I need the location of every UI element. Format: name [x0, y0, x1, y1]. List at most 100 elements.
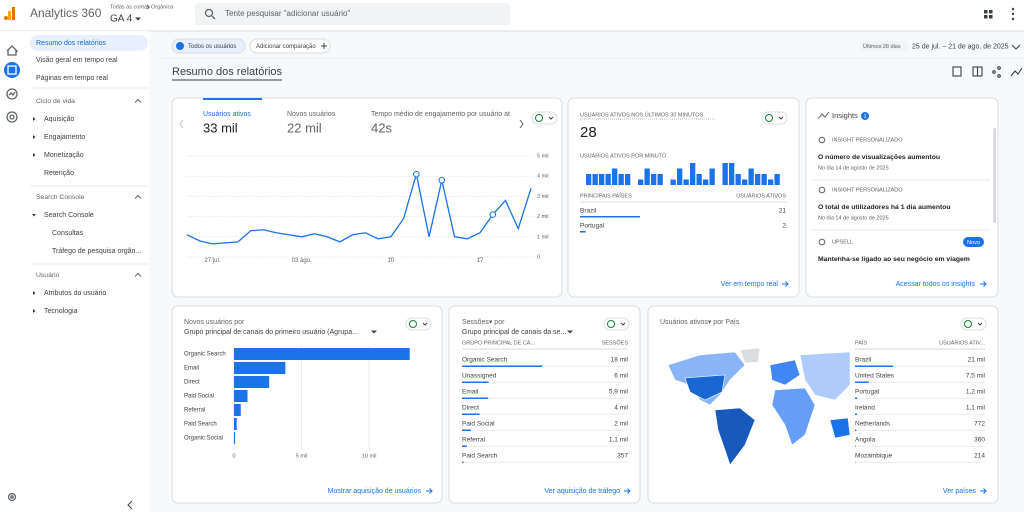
nav-subitem[interactable]: Consultas: [52, 230, 84, 237]
prev-arrow[interactable]: [179, 119, 184, 129]
card-title[interactable]: Sessões▾ por: [462, 319, 505, 326]
side-panel: [0, 31, 149, 512]
bar: [234, 418, 237, 430]
nav-item[interactable]: Engajamento: [44, 134, 85, 141]
caret: [977, 322, 983, 326]
row-bar: [855, 365, 893, 367]
card-link[interactable]: Ver aquisição de tráfego: [545, 488, 621, 495]
insight-date: No dia 14 de agosto de 2025: [818, 215, 889, 221]
collapse-icon[interactable]: [134, 272, 142, 277]
x-tick-label: 0: [232, 453, 235, 459]
card-link[interactable]: Acessar todos os insights: [896, 281, 976, 288]
world-map: [667, 347, 851, 466]
collapse-icon[interactable]: [134, 98, 142, 103]
expand-icon: [32, 214, 36, 217]
collapse-nav[interactable]: [127, 500, 133, 510]
bar: [742, 179, 748, 185]
compare-label[interactable]: Adicionar comparação: [256, 44, 316, 50]
nav-item[interactable]: Visão geral em tempo real: [36, 57, 118, 64]
caret: [548, 116, 554, 120]
nav-item[interactable]: Monetização: [44, 152, 84, 159]
bar: [234, 348, 410, 360]
row-label: Mozambique: [855, 453, 893, 460]
metric-label[interactable]: Novos usuários: [287, 111, 336, 118]
row-label: Referral: [462, 437, 486, 444]
nav-item[interactable]: Aquisição: [44, 116, 74, 123]
property-name[interactable]: GA 4: [110, 14, 133, 25]
highlight-point: [413, 170, 420, 178]
dimension-picker[interactable]: Grupo principal de canais do primeiro us…: [184, 329, 358, 336]
search-box[interactable]: [195, 3, 510, 25]
highlight-point: [489, 211, 497, 218]
caret[interactable]: [1011, 44, 1021, 50]
card-link[interactable]: Mostrar aquisição de usuários: [328, 488, 422, 495]
search-icon: [204, 8, 214, 18]
bar: [638, 179, 644, 185]
insight-text[interactable]: O total de utilizadores há 1 dia aumento…: [818, 204, 951, 211]
row-label: Organic Search: [462, 357, 508, 364]
nav-item[interactable]: Search Console: [44, 212, 94, 219]
realtime-value: 28: [580, 124, 597, 141]
row-value: 5,9 mil: [609, 389, 629, 396]
bar: [703, 179, 709, 185]
bar: [690, 163, 696, 185]
collapse-icon[interactable]: [134, 194, 142, 199]
row-bar: [462, 445, 467, 447]
bar: [774, 174, 780, 185]
arrow-icon: [980, 488, 987, 494]
row-value: 1,1 mil: [966, 405, 986, 412]
bar: [722, 163, 728, 185]
nav-item[interactable]: Atributos do usuário: [44, 290, 106, 297]
y-tick-label: 2 mil: [537, 214, 549, 220]
nav-item[interactable]: Tecnologia: [44, 308, 78, 315]
segment-chip-label[interactable]: Todos os usuários: [188, 44, 236, 50]
card-title[interactable]: Usuários ativos▾ por País: [660, 319, 740, 326]
row-value: 4 mil: [614, 405, 628, 412]
more-icon[interactable]: [1011, 7, 1015, 21]
row-label: United States: [855, 373, 895, 380]
bar-label: Organic Social: [184, 436, 223, 442]
row-bar: [462, 429, 471, 431]
nav-item[interactable]: Resumo dos relatórios: [36, 40, 107, 47]
row-value: 214: [974, 453, 985, 460]
row-bar: [462, 413, 480, 415]
bar: [234, 390, 248, 402]
insight-text[interactable]: O número de visualizações aumentou: [818, 154, 940, 161]
segment-chip[interactable]: [171, 38, 246, 54]
badge-text: Novo: [967, 240, 980, 246]
card-link[interactable]: Ver em tempo real: [721, 281, 779, 288]
nav-item[interactable]: Retenção: [44, 170, 74, 177]
bar: [625, 174, 631, 185]
next-arrow[interactable]: [519, 119, 524, 129]
item-icon: [818, 136, 826, 144]
metric-label[interactable]: Tempo médio de engajamento por usuário a…: [371, 111, 510, 118]
x-tick-label: 27 jul.: [204, 258, 221, 264]
y-tick-label: 5 mil: [537, 153, 549, 159]
card-title: USUÁRIOS ATIVOS NOS ÚLTIMOS 30 MINUTOS: [580, 111, 703, 118]
compare-chip[interactable]: [249, 38, 331, 54]
nav-subitem[interactable]: Tráfego de pesquisa orgân...: [52, 248, 141, 255]
row-bar: [855, 397, 858, 399]
card-link[interactable]: Ver países: [943, 488, 977, 495]
column-header: USUÁRIOS ATIV...: [939, 339, 985, 346]
scrollbar: [993, 128, 996, 223]
chevron: [146, 4, 150, 10]
bar-label: Paid Social: [184, 394, 214, 400]
nav-item[interactable]: Páginas em tempo real: [36, 75, 108, 82]
metric-label[interactable]: Usuários ativos: [203, 111, 251, 118]
rail-icons[interactable]: [4, 45, 20, 502]
nav-section-title: Search Console: [36, 194, 85, 201]
bar-label: Email: [184, 366, 199, 372]
badge: [861, 112, 869, 120]
date-range[interactable]: 25 de jul. – 21 de ago. de 2025: [912, 43, 1009, 50]
bar: [234, 376, 270, 388]
toolbar-icons[interactable]: [952, 66, 1023, 78]
x-tick-label: 17: [476, 258, 484, 264]
top-bar: [0, 0, 1024, 31]
row-bar: [855, 445, 856, 447]
insight-text[interactable]: Mantenha-se ligado ao seu negócio em via…: [818, 256, 970, 263]
country-value: 2: [782, 223, 786, 230]
row-value: 7,5 mil: [966, 373, 986, 380]
apps-icon[interactable]: [984, 10, 993, 19]
dimension-picker[interactable]: Grupo principal de canais da se...: [462, 329, 566, 336]
